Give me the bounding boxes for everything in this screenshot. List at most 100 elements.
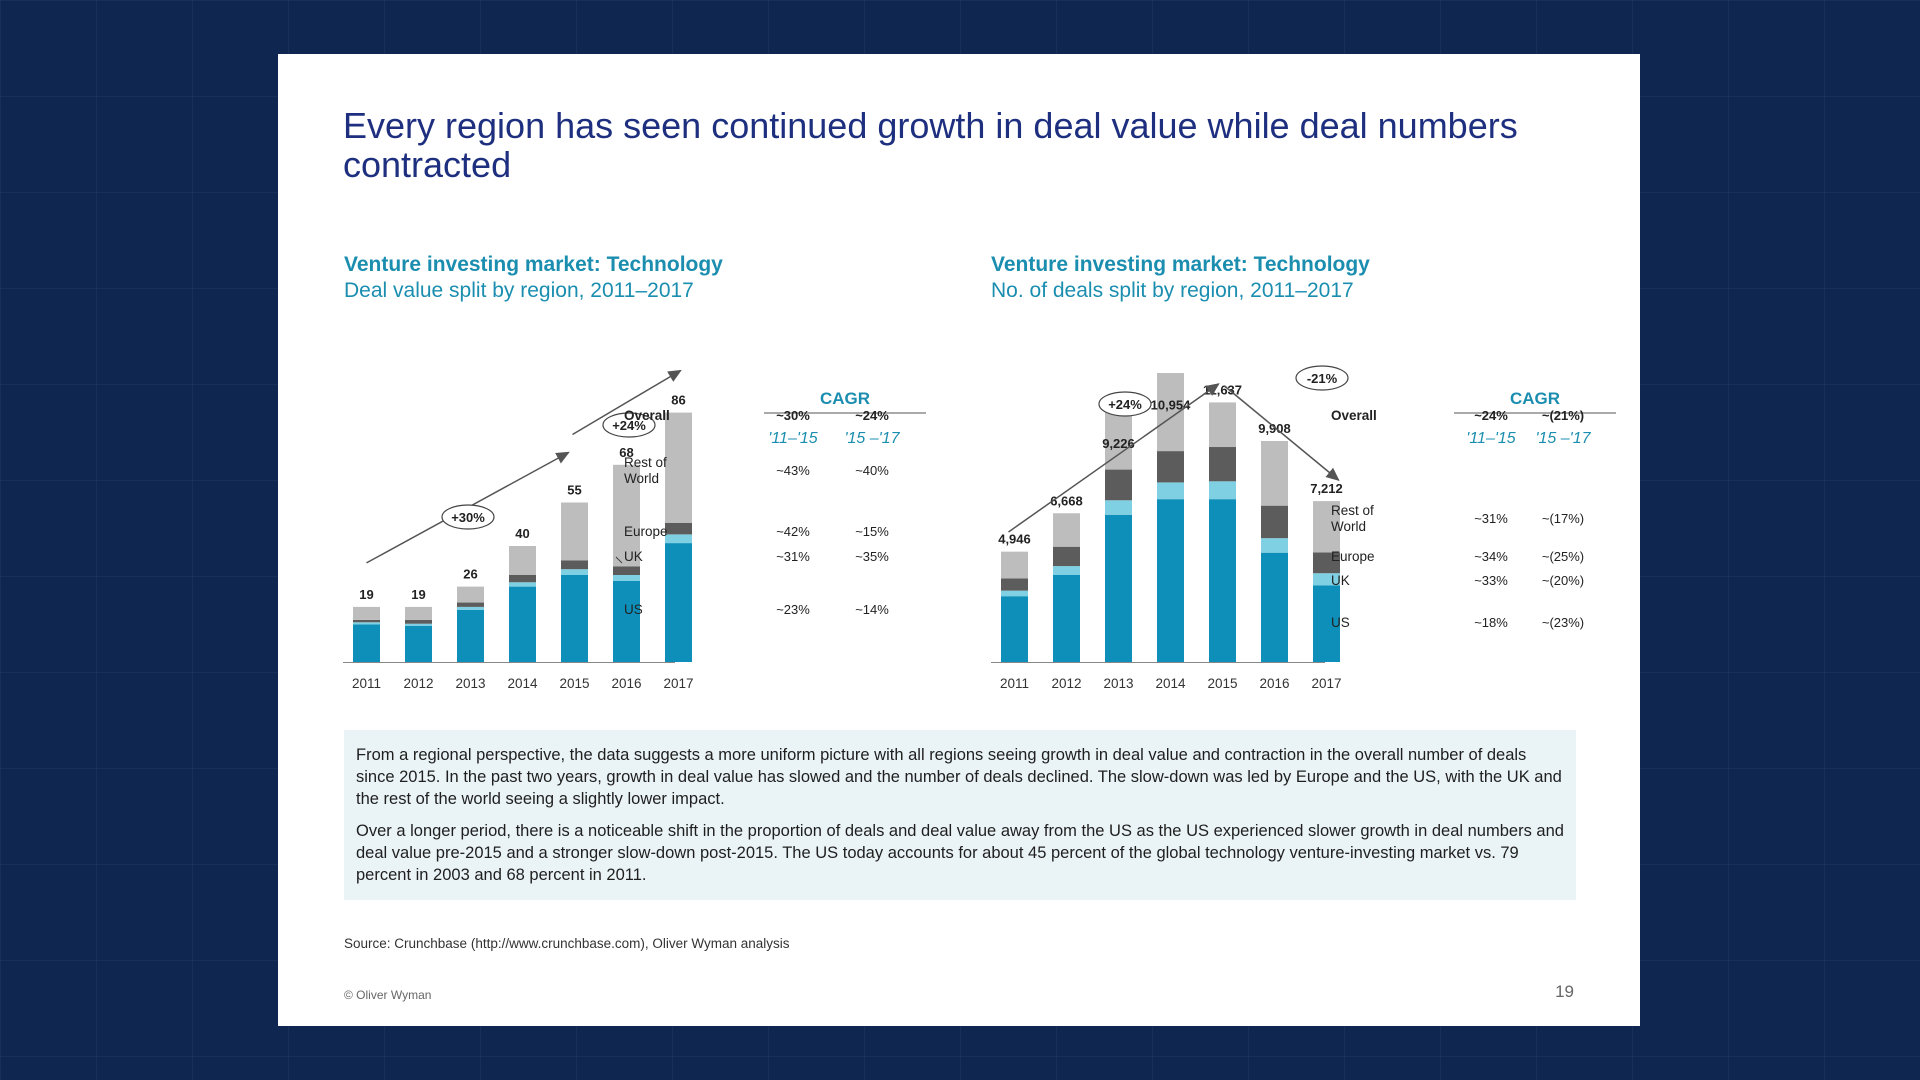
bar-segment-europe-2013 [1105,469,1132,501]
deal-value-chart: 19 2011 19 2012 26 2013 40 2014 55 2015 68 2016 86 20… [343,369,926,691]
cagr-bubble-label-2: -21% [1307,371,1338,386]
bar-segment-europe-2013 [457,602,484,607]
bar-segment-row-2016 [613,464,640,567]
bar-segment-uk-2017 [1313,573,1340,586]
bar-segment-europe-2016 [613,566,640,575]
x-tick-label-2014: 2014 [1155,676,1186,691]
summary-box: From a regional perspective, the data su… [344,730,1576,900]
bar-segment-us-2013 [1105,514,1132,662]
cagr-bubble-2 [602,412,656,438]
x-tick-label-2015: 2015 [1207,676,1237,691]
bar-segment-row-2017 [1313,501,1340,553]
cagr-value-a-4: ~18% [1474,615,1508,630]
total-label-2011: 19 [359,587,373,602]
bar-segment-us-2017 [665,543,692,662]
total-label-2011: 4,946 [998,532,1031,547]
cagr-period-2: '15 –'17 [1535,430,1591,447]
bar-segment-uk-2011 [1001,590,1028,597]
bar-segment-uk-2014 [509,582,536,587]
cagr-value-b-1: ~40% [855,463,889,478]
total-label-2013: 26 [463,567,477,582]
cagr-period-1: '11–'15 [768,430,818,447]
bar-segment-row-2016 [1261,440,1288,506]
chart-right-title: Venture investing market: Technology [991,253,1370,276]
cagr-value-b-0: ~24% [855,408,889,423]
chart-left-title: Venture investing market: Technology [344,253,723,276]
trend-arrow-1 [1008,383,1220,533]
bar-segment-us-2013 [457,609,484,662]
bar-segment-us-2015 [1209,499,1236,662]
cagr-value-b-4: ~(23%) [1542,615,1584,630]
total-label-2017: 7,212 [1310,481,1343,496]
bar-segment-row-2012 [1053,513,1080,547]
bar-segment-us-2016 [613,580,640,662]
cagr-value-a-3: ~31% [776,549,810,564]
cagr-bubble-label-1: +24% [1108,397,1142,412]
cagr-row-label-4: US [624,602,643,617]
x-tick-label-2015: 2015 [559,676,589,691]
cagr-period-1: '11–'15 [1466,430,1516,447]
bar-segment-europe-2017 [1313,552,1340,574]
summary-paragraph-2: Over a longer period, there is a noticea… [356,822,1564,884]
x-tick-label-2011: 2011 [1000,676,1029,691]
x-tick-label-2014: 2014 [507,676,538,691]
bar-segment-europe-2012 [405,619,432,624]
bar-segment-europe-2016 [1261,505,1288,539]
bar-segment-uk-2011 [353,622,380,625]
cagr-value-a-2: ~34% [1474,549,1508,564]
summary-paragraph-1: From a regional perspective, the data su… [356,746,1562,808]
cagr-value-a-2: ~42% [776,524,810,539]
x-tick-label-2017: 2017 [1311,676,1341,691]
page-number: 19 [1555,982,1574,1001]
bar-segment-uk-2016 [1261,538,1288,553]
cagr-header: CAGR [1510,389,1560,408]
x-tick-label-2016: 2016 [1259,676,1289,691]
cagr-value-b-1: ~(17%) [1542,511,1584,526]
cagr-row-label-3: UK [624,549,643,564]
cagr-value-a-0: ~30% [776,408,810,423]
x-tick-label-2013: 2013 [1103,676,1133,691]
cagr-row-label-0: Overall [1331,408,1377,423]
chart-left-subtitle: Deal value split by region, 2011–2017 [344,279,694,302]
cagr-row-label-4: US [1331,615,1350,630]
bar-segment-uk-2017 [665,534,692,544]
trend-arrow-2 [1224,385,1340,481]
bar-segment-row-2014 [509,546,536,575]
slide-title: Every region has seen continued growth i… [343,105,1518,185]
cagr-row-label-2: Europe [624,524,668,539]
bar-segment-europe-2015 [561,560,588,570]
bar-segment-europe-2014 [509,575,536,583]
bar-segment-us-2014 [1157,499,1184,662]
bar-segment-us-2012 [1053,575,1080,662]
bar-segment-uk-2015 [1209,481,1236,500]
slide: Every region has seen continued growth i… [278,54,1640,1026]
cagr-value-a-1: ~31% [1474,511,1508,526]
cagr-value-b-4: ~14% [855,602,889,617]
bar-segment-us-2012 [405,625,432,662]
bar-segment-us-2016 [1261,552,1288,662]
bar-segment-us-2011 [353,624,380,662]
cagr-row-label-3: UK [1331,573,1350,588]
bar-segment-uk-2012 [1053,566,1080,575]
x-tick-label-2013: 2013 [455,676,485,691]
total-label-2012: 19 [411,587,425,602]
cagr-value-b-3: ~(20%) [1542,573,1584,588]
bar-segment-uk-2013 [457,606,484,610]
cagr-bubble-label-1: +30% [451,510,485,525]
bar-segment-row-2011 [1001,551,1028,579]
cagr-value-b-3: ~35% [855,549,889,564]
bar-segment-row-2012 [405,606,432,620]
bar-segment-us-2014 [509,586,536,662]
source-note: Source: Crunchbase (http://www.crunchbas… [344,936,790,951]
chart-right-subtitle: No. of deals split by region, 2011–2017 [991,279,1354,302]
x-tick-label-2012: 2012 [403,676,433,691]
cagr-row-label-2: Europe [1331,549,1375,564]
x-tick-label-2017: 2017 [663,676,693,691]
bar-segment-europe-2015 [1209,447,1236,482]
bar-segment-europe-2017 [665,522,692,535]
bar-segment-europe-2014 [1157,451,1184,483]
cagr-value-a-3: ~33% [1474,573,1508,588]
cagr-value-a-4: ~23% [776,602,810,617]
x-tick-label-2016: 2016 [611,676,641,691]
bar-segment-uk-2014 [1157,482,1184,500]
